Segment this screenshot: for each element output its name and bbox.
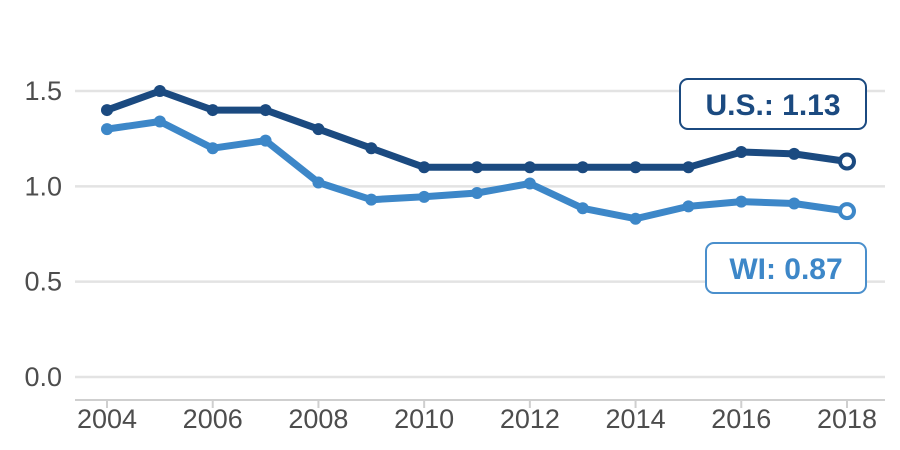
data-point-wi: [629, 212, 642, 225]
data-point-us: [629, 161, 642, 174]
data-point-us: [418, 161, 431, 174]
end-label-text: U.S.: 1.13: [705, 89, 840, 122]
data-point-wi: [788, 197, 801, 210]
end-label-box: [705, 242, 867, 294]
x-tick-label: 2004: [77, 404, 137, 434]
data-point-us: [101, 104, 113, 117]
y-tick-label: 1.5: [24, 76, 62, 106]
end-label-text: WI: 0.87: [729, 253, 842, 286]
x-tick-label: 2016: [711, 404, 771, 434]
x-tick-label: 2014: [606, 404, 666, 434]
data-point-us: [153, 85, 166, 97]
data-point-us: [682, 161, 695, 174]
x-tick-label: 2010: [394, 404, 454, 434]
end-labels: U.S.: 1.13 WI: 0.87: [679, 78, 867, 294]
end-label-box: [679, 78, 867, 130]
data-point-wi: [101, 123, 113, 136]
end-label-wi: WI: 0.87: [705, 242, 867, 294]
x-axis-tick-labels: 2004 2006 2008 2010 2012 2014 2016 2018: [77, 404, 877, 434]
end-label-us: U.S.: 1.13: [679, 78, 867, 130]
data-point-us: [206, 104, 219, 117]
data-point-us: [735, 146, 748, 159]
data-point-us: [259, 104, 272, 117]
x-tick-label: 2006: [183, 404, 243, 434]
data-point-us: [788, 147, 801, 160]
y-tick-label: 0.0: [24, 362, 62, 392]
x-tick-label: 2018: [817, 404, 877, 434]
data-point-wi: [838, 202, 856, 221]
data-point-us: [838, 152, 856, 171]
y-tick-label: 0.5: [24, 267, 62, 297]
data-point-wi: [418, 190, 431, 203]
x-axis: [75, 399, 885, 408]
data-point-us: [576, 161, 589, 174]
data-point-wi: [365, 193, 378, 206]
data-point-us: [471, 161, 483, 174]
data-point-wi: [206, 142, 219, 155]
data-point-us: [523, 161, 536, 174]
data-point-wi: [523, 177, 536, 190]
data-point-wi: [153, 115, 166, 128]
data-point-wi: [576, 202, 589, 215]
y-tick-label: 1.0: [24, 171, 62, 201]
data-point-wi: [682, 200, 695, 213]
data-point-wi: [312, 176, 325, 189]
y-axis-tick-labels: 0.0 0.5 1.0 1.5: [24, 76, 62, 392]
data-point-us: [312, 123, 325, 136]
data-point-wi: [259, 134, 272, 147]
x-tick-label: 2008: [288, 404, 348, 434]
data-point-wi: [471, 187, 483, 200]
data-point-wi: [735, 195, 748, 208]
series-lines: [101, 85, 856, 225]
x-tick-label: 2012: [500, 404, 560, 434]
grid-lines: [75, 89, 885, 379]
data-point-us: [365, 142, 378, 155]
